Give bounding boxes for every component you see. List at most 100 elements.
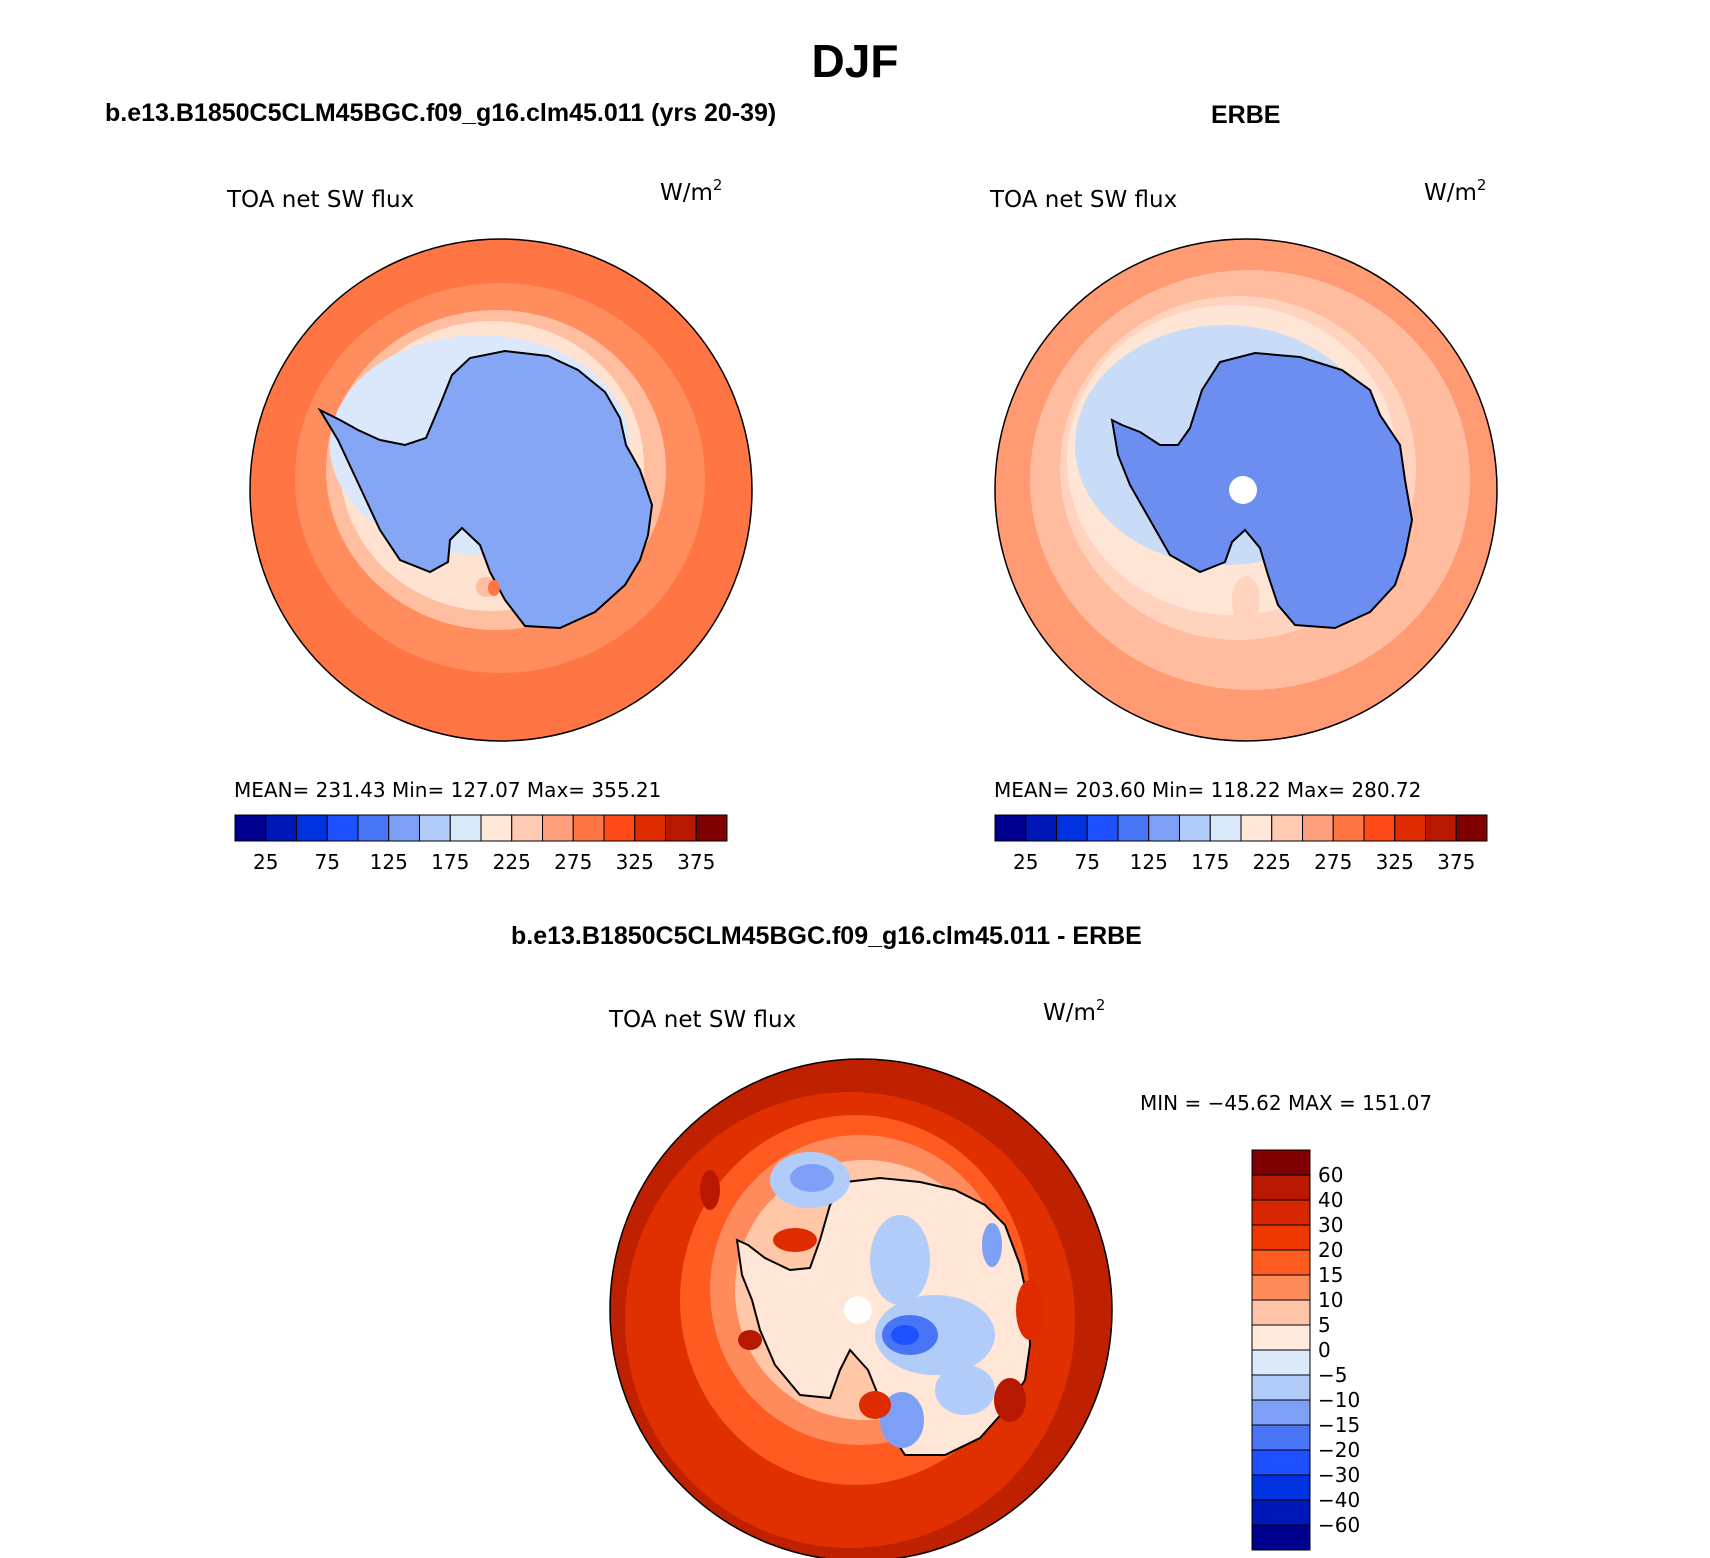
obs-units-label: W/m2 [1424,176,1486,206]
model-stats: MEAN= 231.43 Min= 127.07 Max= 355.21 [234,778,661,802]
model-colorbar-tick-label: 25 [253,850,278,874]
diff-colorbar-box [1251,1424,1311,1451]
diff-colorbar-tick-label: 0 [1318,1338,1331,1362]
diff-colorbar-tick-label: −20 [1318,1438,1360,1462]
diff-map: TOA net SW flux W/m2 [608,996,1432,1558]
model-colorbar-box [419,814,451,842]
model-colorbar-box [695,814,728,842]
main-title: DJF [811,35,899,87]
diff-colorbar-tick-label: 60 [1318,1163,1343,1187]
obs-colorbar-box [1271,814,1303,842]
diff-colorbar-box [1251,1324,1311,1351]
model-colorbar-box [296,814,328,842]
obs-colorbar-tick-label: 225 [1253,850,1291,874]
model-colorbar: 25 75 125 175 225 275 325 375 [234,814,728,874]
diff-colorbar-box [1251,1199,1311,1226]
model-colorbar-tick-label: 125 [370,850,408,874]
diff-colorbar-box [1251,1149,1311,1176]
diff-colorbar-box [1251,1399,1311,1426]
diff-red-anomalies [700,1170,1044,1422]
obs-colorbar-tick-label: 375 [1437,850,1475,874]
obs-colorbar-tick-label: 25 [1013,850,1038,874]
diff-colorbar-box [1251,1224,1311,1251]
diff-colorbar-box [1251,1374,1311,1401]
diff-anomaly-blue-9 [935,1365,995,1415]
model-colorbar-box [234,814,267,842]
obs-colorbar-box [1148,814,1180,842]
obs-colorbar-box [1455,814,1488,842]
diff-anomaly-blue-7 [880,1392,924,1448]
diff-anomaly-red-3 [773,1228,817,1252]
obs-panel-title: ERBE [1211,101,1281,129]
model-colorbar-box [449,814,482,842]
diff-units-label: W/m2 [1043,996,1105,1026]
diff-anomaly-red-2 [738,1330,762,1350]
diff-colorbar-box [1251,1449,1311,1476]
obs-colorbar-box [1363,814,1396,842]
diff-colorbar-tick-label: −60 [1318,1513,1360,1537]
diff-colorbar-box [1251,1174,1311,1201]
obs-colorbar-box [1394,814,1426,842]
diff-colorbar-tick-label: 15 [1318,1263,1343,1287]
diff-colorbar-box [1251,1499,1311,1526]
diff-anomaly-blue-6 [891,1325,919,1345]
obs-colorbar-box [1086,814,1119,842]
model-colorbar-box [603,814,636,842]
obs-colorbar-tick-label: 75 [1075,850,1100,874]
diff-colorbar-tick-label: −5 [1318,1363,1347,1387]
diff-colorbar-box [1251,1274,1311,1301]
diff-blue-anomalies [770,1152,1002,1448]
obs-colorbar-box [1056,814,1088,842]
diff-anomaly-red-6 [700,1170,720,1210]
model-colorbar-tick-label: 175 [431,850,469,874]
model-units-label: W/m2 [660,176,722,206]
model-colorbar-box [665,814,697,842]
obs-map: TOA net SW flux W/m2 MEAN= 203.60 Min= 1… [989,176,1498,874]
obs-stats: MEAN= 203.60 Min= 118.22 Max= 280.72 [994,778,1421,802]
diff-pole-hole [844,1296,872,1324]
model-colorbar-tick-label: 275 [554,850,592,874]
obs-map-frame [994,238,1498,742]
obs-colorbar-tick-label: 275 [1314,850,1352,874]
diff-stats: MIN = −45.62 MAX = 151.07 [1140,1091,1432,1115]
diff-colorbar-tick-label: −10 [1318,1388,1360,1412]
diff-colorbar-tick-label: −40 [1318,1488,1360,1512]
model-colorbar-box [634,814,666,842]
obs-colorbar-tick-label: 175 [1191,850,1229,874]
obs-colorbar-box [1209,814,1242,842]
obs-colorbar-box [1025,814,1057,842]
diff-anomaly-red-4 [1016,1280,1044,1340]
model-colorbar-tick-label: 225 [493,850,531,874]
diff-colorbar-tick-label: −30 [1318,1463,1360,1487]
diff-colorbar-tick-label: 30 [1318,1213,1343,1237]
model-colorbar-tick-label: 75 [315,850,340,874]
obs-colorbar-box [1240,814,1273,842]
diff-colorbar-tick-label: 40 [1318,1188,1343,1212]
diff-panel-title: b.e13.B1850C5CLM45BGC.f09_g16.clm45.011 … [511,922,1142,950]
obs-colorbar-box [1302,814,1334,842]
model-antarctica [317,349,654,630]
model-colorbar-box [542,814,574,842]
model-colorbar-box [357,814,390,842]
obs-colorbar: 25 75 125 175 225 275 325 375 [994,814,1488,874]
obs-pole-hole [1229,476,1257,504]
model-colorbar-box [572,814,605,842]
model-colorbar-tick-label: 375 [677,850,715,874]
diff-anomaly-red-5 [994,1378,1026,1422]
diff-anomaly-red-1 [859,1391,891,1419]
diff-colorbar-tick-label: −15 [1318,1413,1360,1437]
model-colorbar-box [511,814,543,842]
diff-anomaly-blue-3 [870,1215,930,1305]
model-map-frame [249,238,753,742]
diff-map-frame [609,1058,1113,1558]
model-colorbar-box [480,814,513,842]
model-colorbar-box [265,814,297,842]
diff-colorbar-tick-label: 20 [1318,1238,1343,1262]
diff-colorbar-box [1251,1349,1311,1376]
diff-colorbar-tick-label: 5 [1318,1313,1331,1337]
obs-colorbar-box [1425,814,1457,842]
diff-colorbar-box [1251,1524,1311,1551]
obs-colorbar-box [1117,814,1150,842]
obs-colorbar-box [994,814,1027,842]
